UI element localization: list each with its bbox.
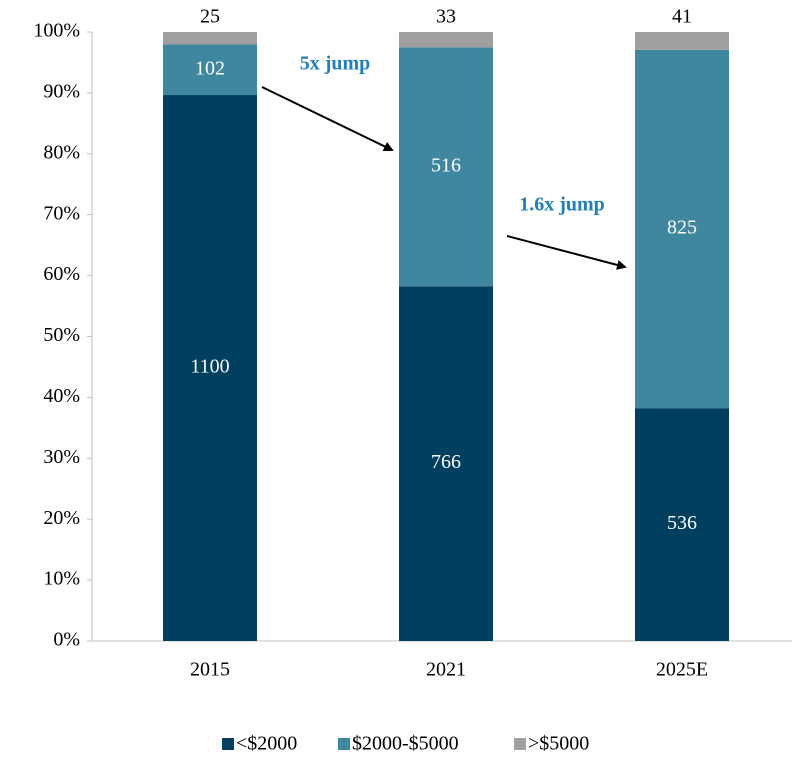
- data-label: 766: [431, 451, 461, 473]
- x-tick-label: 2015: [190, 659, 230, 681]
- x-tick-label: 2021: [426, 659, 466, 681]
- y-tick-label: 30%: [43, 446, 80, 468]
- bar-segment: [399, 286, 493, 641]
- legend-swatch: [514, 738, 526, 750]
- bar-segment: [163, 95, 257, 641]
- arrow: [506, 235, 627, 270]
- y-tick-label: 10%: [43, 568, 80, 590]
- bar-segment: [635, 49, 729, 409]
- y-tick-label: 40%: [43, 385, 80, 407]
- y-tick-label: 70%: [43, 202, 80, 224]
- y-tick-label: 20%: [43, 507, 80, 529]
- y-tick-label: 60%: [43, 263, 80, 285]
- y-tick-label: 90%: [43, 80, 80, 102]
- arrow: [261, 86, 394, 152]
- legend-swatch: [222, 738, 234, 750]
- y-tick-label: 50%: [43, 324, 80, 346]
- legend-label: $2000-$5000: [352, 733, 459, 755]
- data-label: 41: [672, 6, 692, 28]
- data-label: 1100: [190, 356, 229, 378]
- data-label: 102: [195, 57, 225, 79]
- legend-label: >$5000: [528, 733, 589, 755]
- data-label: 536: [667, 512, 697, 534]
- bar-segment: [163, 32, 257, 45]
- bar-segment: [399, 47, 493, 287]
- data-label: 825: [667, 217, 697, 239]
- y-tick-label: 80%: [43, 141, 80, 163]
- y-tick-label: 0%: [53, 629, 80, 651]
- x-tick-label: 2025E: [656, 659, 708, 681]
- y-tick-label: 100%: [33, 20, 80, 42]
- legend-swatch: [338, 738, 350, 750]
- data-label: 25: [200, 6, 220, 28]
- bar-segment: [163, 44, 257, 96]
- legend-label: <$2000: [236, 733, 297, 755]
- bar-segment: [399, 32, 493, 48]
- data-label: 33: [436, 6, 456, 28]
- annotation: 1.6x jump: [519, 194, 605, 216]
- bar-segment: [635, 408, 729, 641]
- annotation: 5x jump: [300, 53, 371, 75]
- bar-segment: [635, 32, 729, 50]
- data-label: 516: [431, 154, 461, 176]
